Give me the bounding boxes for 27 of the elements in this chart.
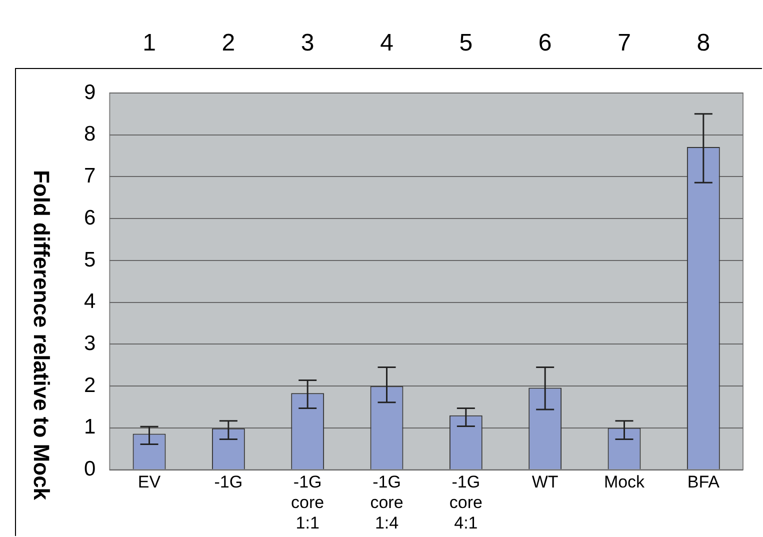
y-tick-label: 0 (84, 458, 96, 481)
y-tick-label: 9 (84, 80, 96, 104)
text: 2 (222, 30, 236, 57)
x-tick-label: -1G (214, 472, 243, 492)
text: 1 (142, 30, 156, 57)
y-tick-label: 2 (84, 374, 96, 397)
y-axis-title: Fold difference relative to Mock (28, 170, 54, 501)
y-tick-label: 3 (84, 332, 96, 355)
x-tick-label: BFA (687, 472, 720, 492)
x-tick-label: -1G core 1:4 (370, 472, 404, 532)
text: 3 (300, 30, 314, 57)
x-tick-label: -1G core 4:1 (449, 472, 482, 532)
x-tick-label: EV (138, 472, 162, 492)
y-tick-label: 6 (84, 206, 96, 230)
text: 7 (618, 30, 631, 57)
y-tick-label: 4 (84, 290, 96, 314)
text: 5 (459, 30, 473, 57)
x-tick-label: -1G core 1:1 (291, 472, 324, 532)
text: 8 (696, 30, 710, 57)
y-tick-label: 1 (84, 416, 96, 439)
x-tick-label: WT (532, 472, 558, 492)
y-tick-label: 5 (84, 248, 96, 272)
text: 6 (538, 30, 552, 57)
y-tick-label: 8 (84, 122, 96, 146)
y-tick-label: 7 (84, 164, 96, 188)
x-tick-label: Mock (604, 472, 646, 492)
text: 4 (380, 30, 394, 57)
